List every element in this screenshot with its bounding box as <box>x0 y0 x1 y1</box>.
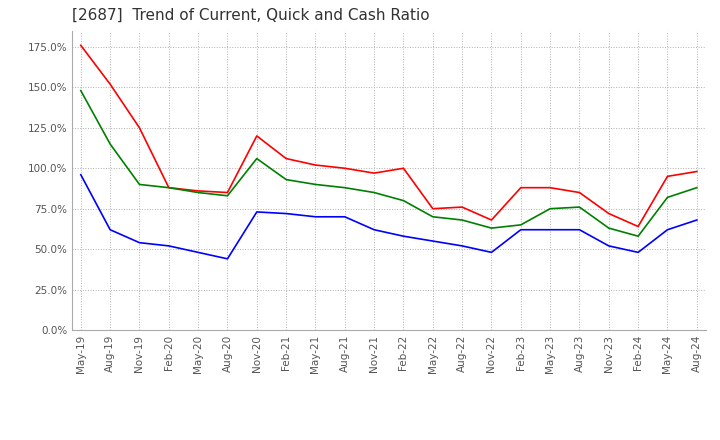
Text: [2687]  Trend of Current, Quick and Cash Ratio: [2687] Trend of Current, Quick and Cash … <box>72 7 430 23</box>
Cash Ratio <box>223 256 232 261</box>
Cash Ratio <box>575 227 584 232</box>
Cash Ratio <box>663 227 672 232</box>
Quick Ratio <box>399 198 408 203</box>
Current Ratio <box>634 224 642 229</box>
Current Ratio <box>428 206 437 211</box>
Current Ratio <box>370 170 379 176</box>
Cash Ratio <box>370 227 379 232</box>
Current Ratio <box>311 162 320 168</box>
Current Ratio <box>605 211 613 216</box>
Cash Ratio <box>194 250 202 255</box>
Cash Ratio <box>341 214 349 220</box>
Current Ratio <box>76 43 85 48</box>
Cash Ratio <box>253 209 261 215</box>
Current Ratio <box>487 217 496 223</box>
Current Ratio <box>253 133 261 139</box>
Quick Ratio <box>575 205 584 210</box>
Current Ratio <box>546 185 554 191</box>
Quick Ratio <box>253 156 261 161</box>
Quick Ratio <box>487 225 496 231</box>
Cash Ratio <box>399 234 408 239</box>
Current Ratio <box>341 165 349 171</box>
Current Ratio <box>164 185 173 191</box>
Quick Ratio <box>194 190 202 195</box>
Cash Ratio <box>693 217 701 223</box>
Current Ratio <box>399 165 408 171</box>
Cash Ratio <box>164 243 173 249</box>
Cash Ratio <box>428 238 437 244</box>
Cash Ratio <box>76 172 85 177</box>
Quick Ratio <box>76 88 85 93</box>
Cash Ratio <box>634 250 642 255</box>
Current Ratio <box>282 156 290 161</box>
Cash Ratio <box>458 243 467 249</box>
Current Ratio <box>693 169 701 174</box>
Quick Ratio <box>546 206 554 211</box>
Quick Ratio <box>223 193 232 198</box>
Current Ratio <box>106 81 114 87</box>
Cash Ratio <box>487 250 496 255</box>
Cash Ratio <box>282 211 290 216</box>
Quick Ratio <box>605 225 613 231</box>
Current Ratio <box>575 190 584 195</box>
Current Ratio <box>458 205 467 210</box>
Line: Cash Ratio: Cash Ratio <box>81 175 697 259</box>
Current Ratio <box>223 190 232 195</box>
Quick Ratio <box>164 185 173 191</box>
Cash Ratio <box>605 243 613 249</box>
Quick Ratio <box>135 182 144 187</box>
Cash Ratio <box>135 240 144 246</box>
Cash Ratio <box>516 227 525 232</box>
Quick Ratio <box>282 177 290 182</box>
Current Ratio <box>516 185 525 191</box>
Current Ratio <box>194 188 202 194</box>
Line: Current Ratio: Current Ratio <box>81 45 697 227</box>
Cash Ratio <box>106 227 114 232</box>
Quick Ratio <box>458 217 467 223</box>
Current Ratio <box>135 125 144 131</box>
Cash Ratio <box>311 214 320 220</box>
Current Ratio <box>663 174 672 179</box>
Line: Quick Ratio: Quick Ratio <box>81 91 697 236</box>
Quick Ratio <box>634 234 642 239</box>
Quick Ratio <box>516 222 525 227</box>
Quick Ratio <box>106 141 114 147</box>
Quick Ratio <box>663 195 672 200</box>
Cash Ratio <box>546 227 554 232</box>
Quick Ratio <box>311 182 320 187</box>
Quick Ratio <box>370 190 379 195</box>
Quick Ratio <box>693 185 701 191</box>
Quick Ratio <box>428 214 437 220</box>
Quick Ratio <box>341 185 349 191</box>
